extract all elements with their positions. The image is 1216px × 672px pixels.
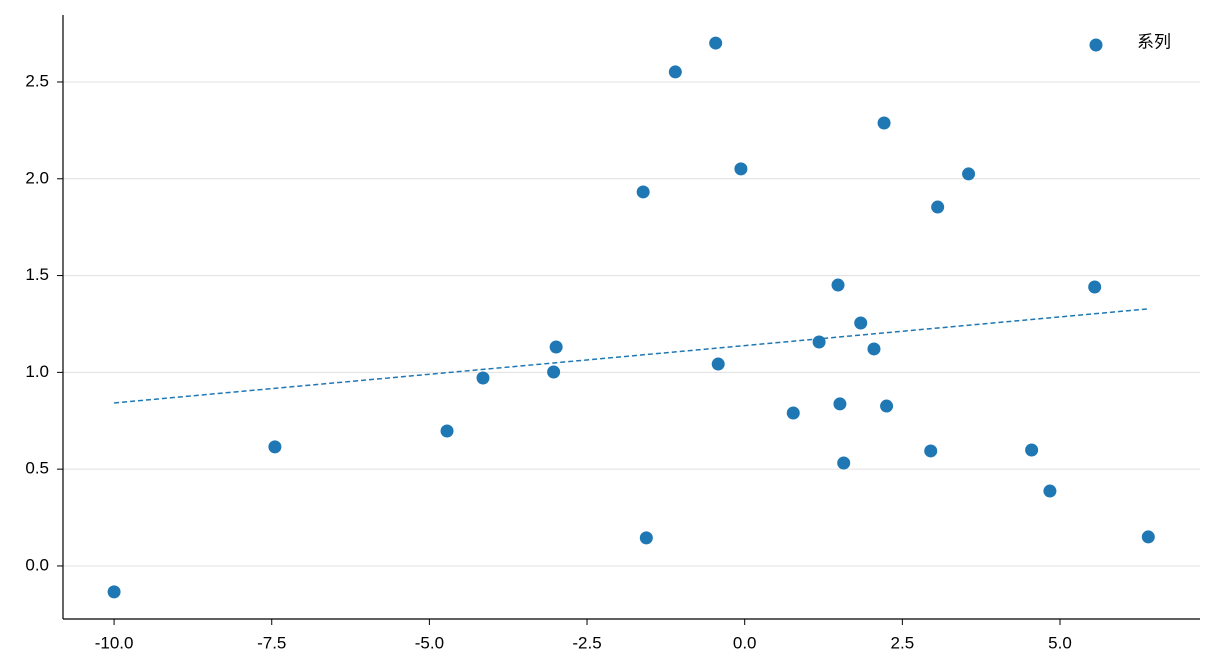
x-tick-label: 0.0 — [733, 633, 757, 652]
point — [636, 185, 650, 199]
point — [837, 456, 851, 470]
point — [931, 200, 945, 214]
point — [709, 36, 723, 50]
y-tick-label: 2.5 — [25, 71, 49, 90]
point — [854, 316, 868, 330]
x-tick-label: 5.0 — [1048, 633, 1072, 652]
x-tick-label: -10.0 — [95, 633, 134, 652]
point — [668, 65, 682, 79]
legend-label: 系列 — [1137, 32, 1171, 51]
point — [880, 399, 894, 413]
point — [877, 116, 891, 130]
point — [1088, 280, 1102, 294]
point — [833, 397, 847, 411]
y-tick-label: 1.5 — [25, 265, 49, 284]
point — [549, 340, 563, 354]
point — [924, 444, 938, 458]
x-tick-label: -2.5 — [572, 633, 601, 652]
point — [440, 424, 454, 438]
y-tick-label: 1.0 — [25, 362, 49, 381]
point — [867, 342, 881, 356]
point — [547, 365, 561, 379]
trend-line — [114, 308, 1149, 404]
x-tick-label: 2.5 — [891, 633, 915, 652]
x-tick-label: -7.5 — [257, 633, 286, 652]
y-tick-label: 0.0 — [25, 555, 49, 574]
point — [107, 585, 121, 599]
point — [812, 335, 826, 349]
point — [476, 371, 490, 385]
x-tick-label: -5.0 — [415, 633, 444, 652]
y-tick-label: 2.0 — [25, 168, 49, 187]
point — [1141, 530, 1155, 544]
point — [711, 357, 725, 371]
point — [268, 440, 282, 454]
point — [831, 278, 845, 292]
y-tick-label: 0.5 — [25, 459, 49, 478]
point — [639, 531, 653, 545]
point — [962, 167, 976, 181]
point — [734, 162, 748, 176]
point — [1025, 443, 1039, 457]
point — [1043, 484, 1057, 498]
point — [786, 406, 800, 420]
legend-marker — [1089, 38, 1103, 52]
